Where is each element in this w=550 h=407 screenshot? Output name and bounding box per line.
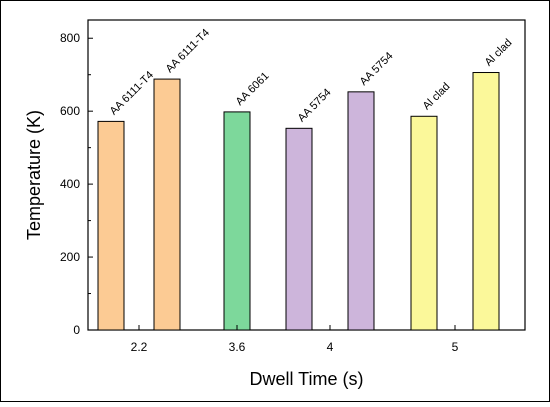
bar: [285, 127, 313, 331]
x-tick-label: 3.6: [229, 340, 246, 354]
y-tick-label: 800: [60, 31, 80, 45]
bar: [472, 72, 500, 331]
bar: [410, 115, 438, 331]
y-tick-label: 200: [60, 250, 80, 264]
x-tick-label: 5: [452, 340, 459, 354]
x-tick-label: 2.2: [131, 340, 148, 354]
y-tick-label: 0: [73, 323, 80, 337]
bar: [347, 91, 375, 331]
bar: [223, 111, 251, 331]
bar: [97, 120, 125, 331]
y-tick-label: 600: [60, 104, 80, 118]
x-axis-title: Dwell Time (s): [249, 369, 363, 389]
x-tick-label: 4: [327, 340, 334, 354]
y-tick-label: 400: [60, 177, 80, 191]
y-axis-title: Temperature (K): [24, 110, 44, 240]
bar: [153, 78, 181, 331]
